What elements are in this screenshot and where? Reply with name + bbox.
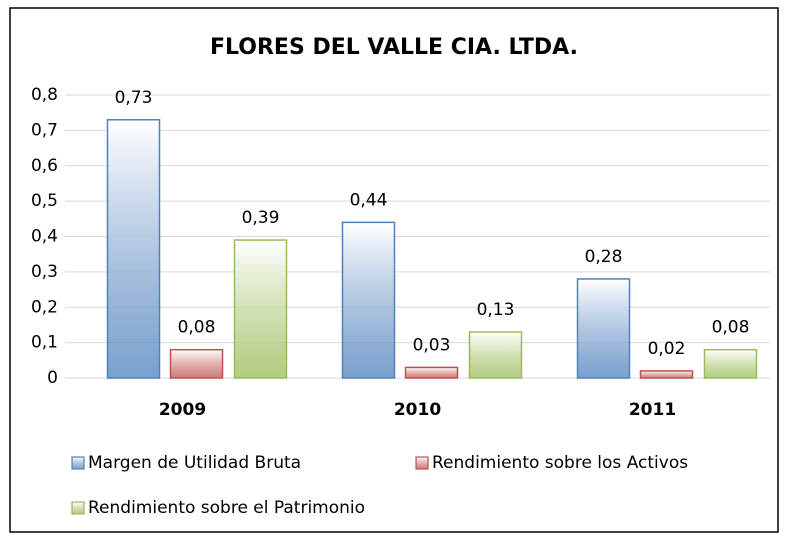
legend-label: Margen de Utilidad Bruta [88,453,301,473]
x-tick-label: 2010 [394,400,441,420]
bar [106,119,161,379]
data-label: 0,02 [648,339,686,359]
bar [169,348,224,379]
bar [468,331,523,379]
bar [639,370,694,379]
chart-title: FLORES DEL VALLE CIA. LTDA. [210,35,578,60]
y-tick-label: 0,4 [31,227,58,247]
data-label: 0,39 [242,208,280,228]
bar [341,221,396,379]
legend-swatch [71,501,85,515]
x-tick-label: 2009 [159,400,206,420]
legend-label: Rendimiento sobre el Patrimonio [88,498,365,518]
data-label: 0,28 [585,247,623,267]
bar [703,348,758,379]
y-tick-label: 0,2 [31,297,58,317]
legend-swatch [71,456,85,470]
y-tick-label: 0,7 [31,120,58,140]
data-label: 0,08 [178,318,216,338]
y-tick-label: 0,5 [31,191,58,211]
data-label: 0,44 [350,190,388,210]
bar [576,278,631,379]
legend-label: Rendimiento sobre los Activos [432,453,688,473]
y-tick-label: 0 [47,368,58,388]
data-label: 0,13 [477,300,515,320]
y-tick-label: 0,6 [31,156,58,176]
y-tick-label: 0,8 [31,85,58,105]
bar [233,239,288,379]
bar [404,366,459,379]
data-label: 0,73 [115,88,153,108]
x-tick-label: 2011 [629,400,676,420]
y-tick-label: 0,3 [31,262,58,282]
legend-swatch [415,456,429,470]
data-label: 0,08 [712,318,750,338]
data-label: 0,03 [413,335,451,355]
y-tick-label: 0,1 [31,333,58,353]
